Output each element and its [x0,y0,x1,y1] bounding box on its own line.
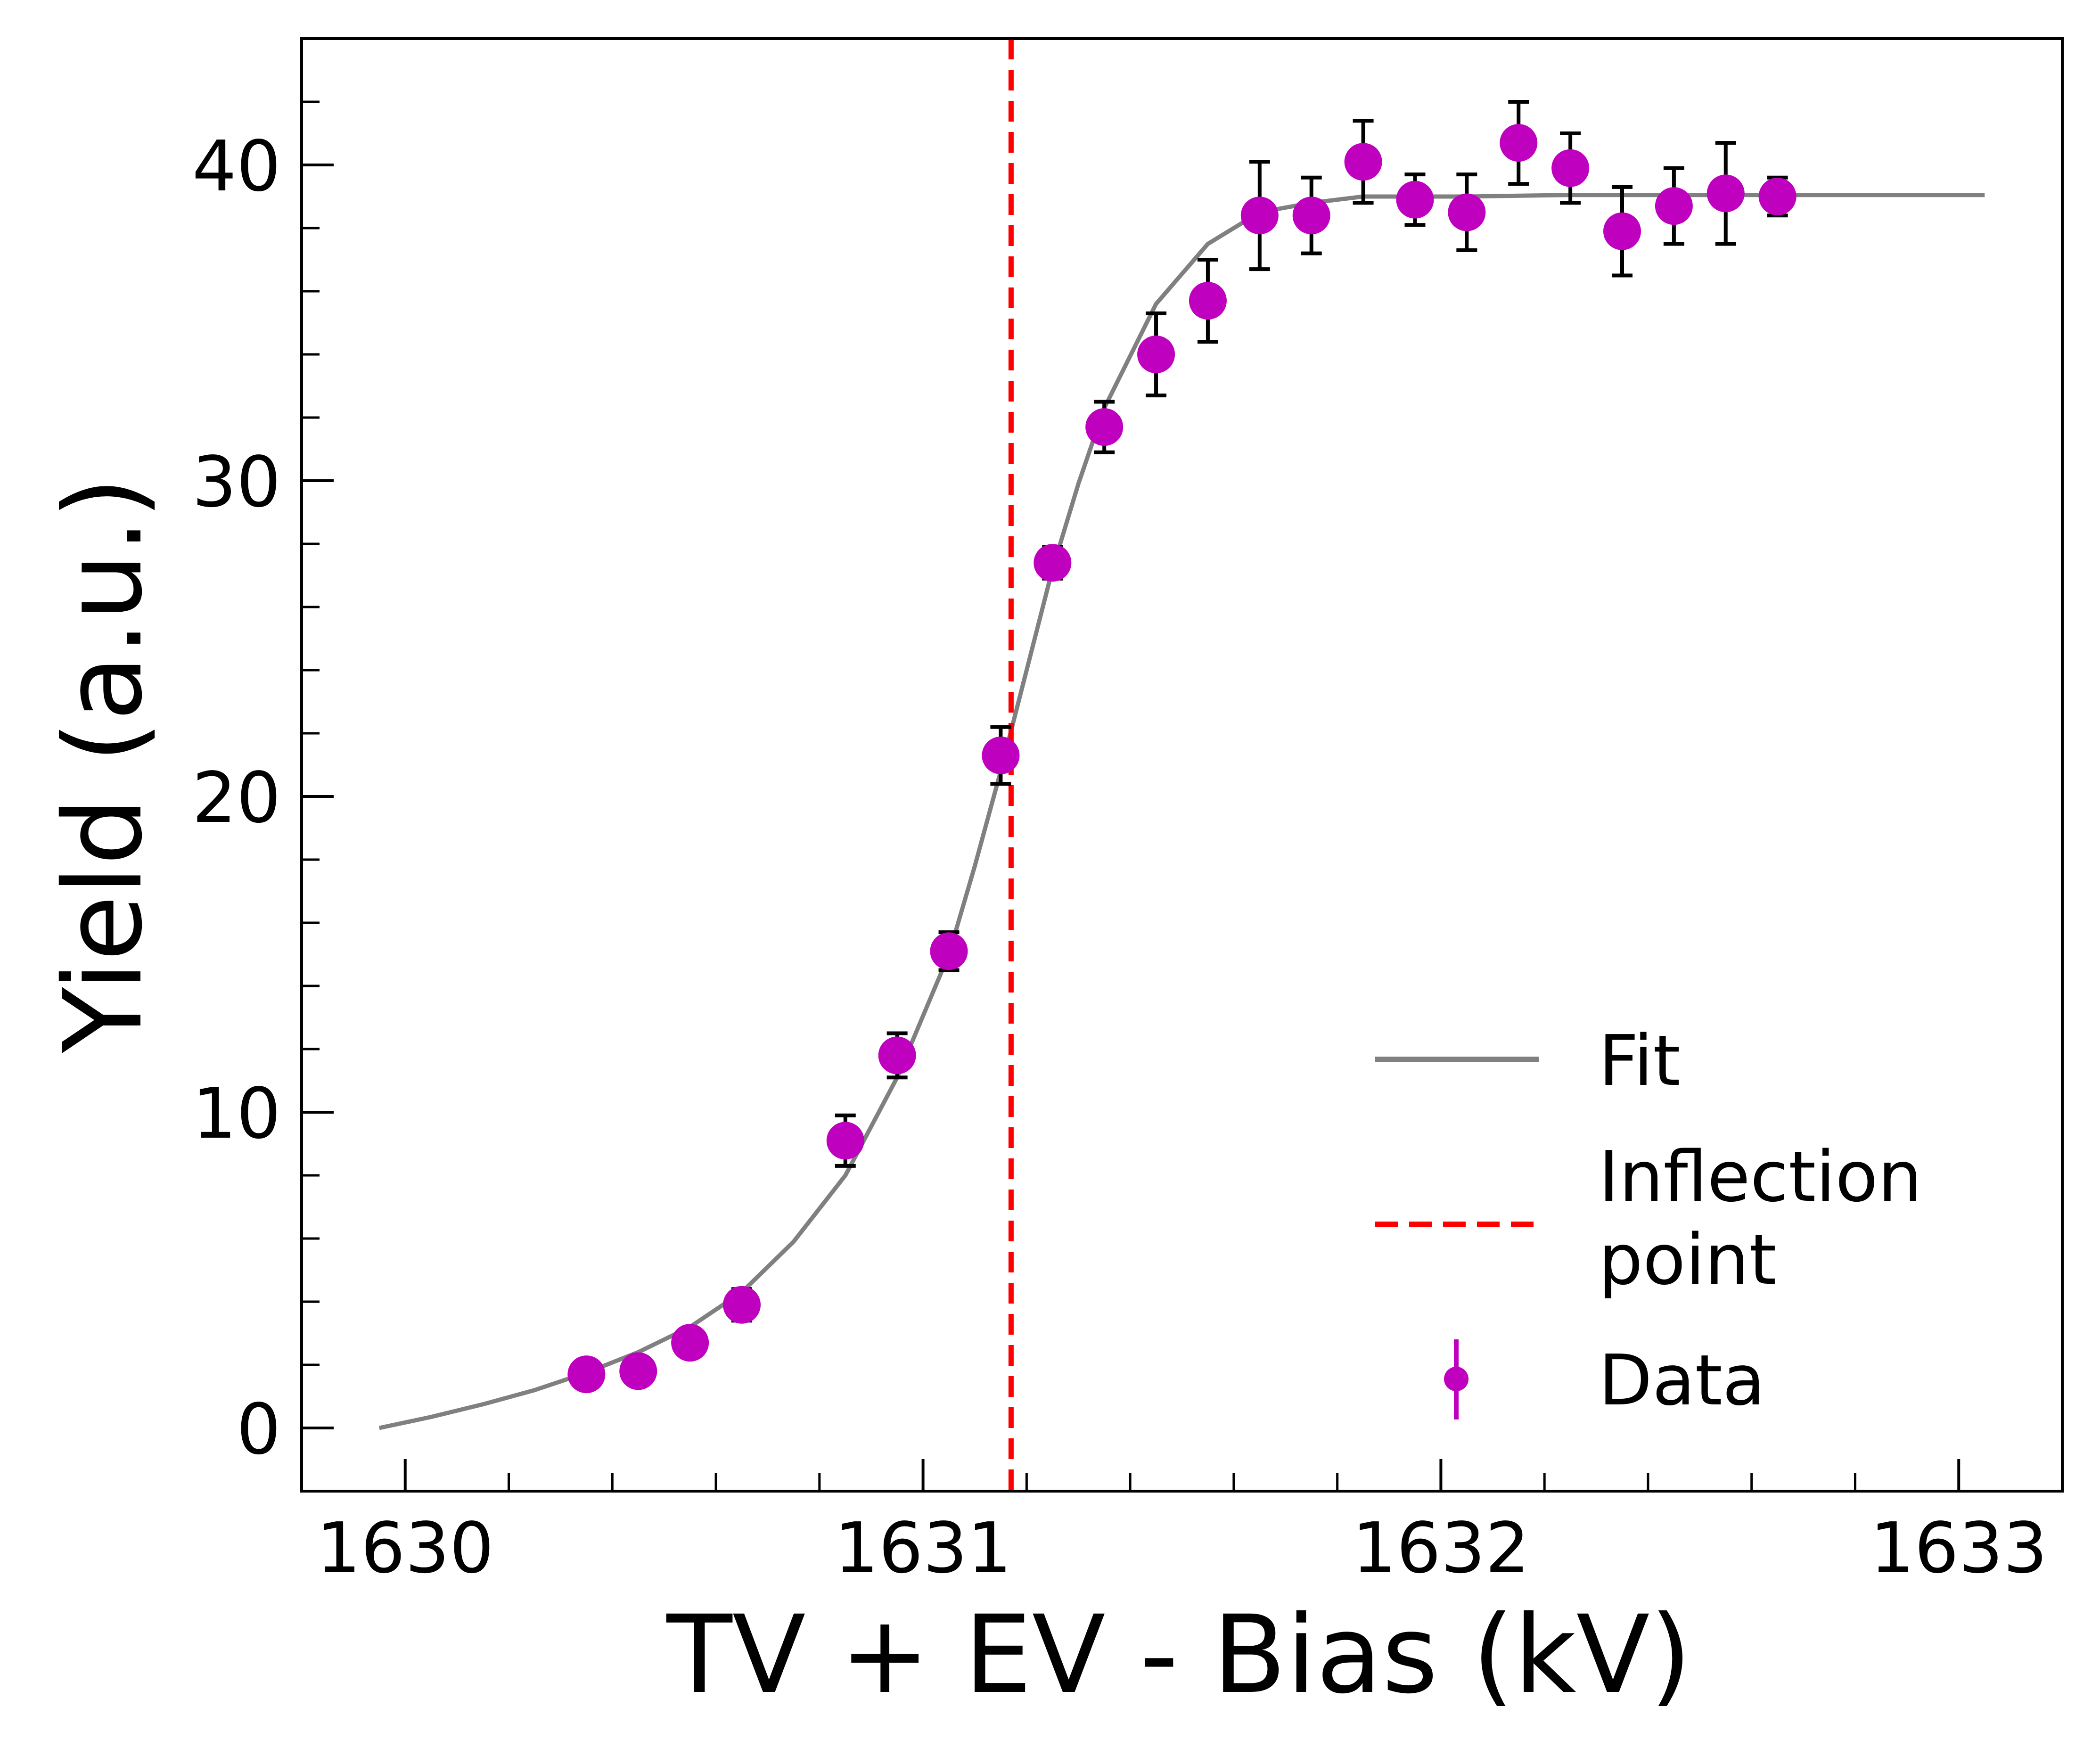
x-tick-label: 1632 [1352,1508,1530,1589]
legend-data-marker [1444,1367,1469,1391]
y-tick-label: 0 [237,1389,281,1470]
data-point-2 [671,1324,709,1362]
data-point-19 [1603,212,1641,250]
legend-inflection-label-line1: Inflection [1599,1136,1922,1217]
data-point-0 [567,1355,606,1394]
data-point-13 [1292,197,1330,235]
plot-frame [300,37,2064,1493]
data-point-16 [1448,193,1486,231]
data-point-9 [1085,408,1124,446]
data-point-6 [930,932,968,970]
y-tick-label: 30 [192,442,281,523]
tick-layer [300,37,2064,1493]
legend-fit-label: Fit [1599,1020,1681,1101]
data-point-14 [1344,143,1382,181]
data-point-20 [1655,187,1693,225]
data-point-5 [878,1036,916,1075]
ticklabel-layer: 1630 1631 1632 1633 0 10 20 30 40 [192,126,2048,1589]
x-axis-title: TV + EV - Bias (kV) [666,1592,1691,1717]
point-layer [567,124,1797,1394]
data-point-3 [723,1286,761,1324]
data-point-22 [1758,178,1797,215]
y-tick-label: 40 [192,126,281,207]
x-tick-label: 1630 [316,1508,494,1589]
data-point-12 [1240,197,1279,235]
data-point-21 [1706,174,1745,213]
y-tick-label: 10 [192,1073,281,1154]
data-point-10 [1137,336,1175,373]
data-point-15 [1396,181,1434,219]
legend: Fit Inflection point Data [1375,1020,1922,1421]
legend-inflection-label-line2: point [1599,1219,1776,1300]
x-tick-label: 1631 [834,1508,1012,1589]
data-point-1 [619,1352,657,1390]
y-tick-label: 20 [192,757,281,838]
legend-data-label: Data [1599,1340,1765,1421]
data-point-7 [982,736,1020,774]
data-point-8 [1034,544,1072,582]
data-point-11 [1189,282,1227,320]
data-point-4 [826,1122,864,1160]
data-point-17 [1500,124,1538,162]
y-axis-title: Yield (a.u.) [41,477,166,1053]
data-point-18 [1551,149,1590,187]
x-tick-label: 1633 [1870,1508,2048,1589]
